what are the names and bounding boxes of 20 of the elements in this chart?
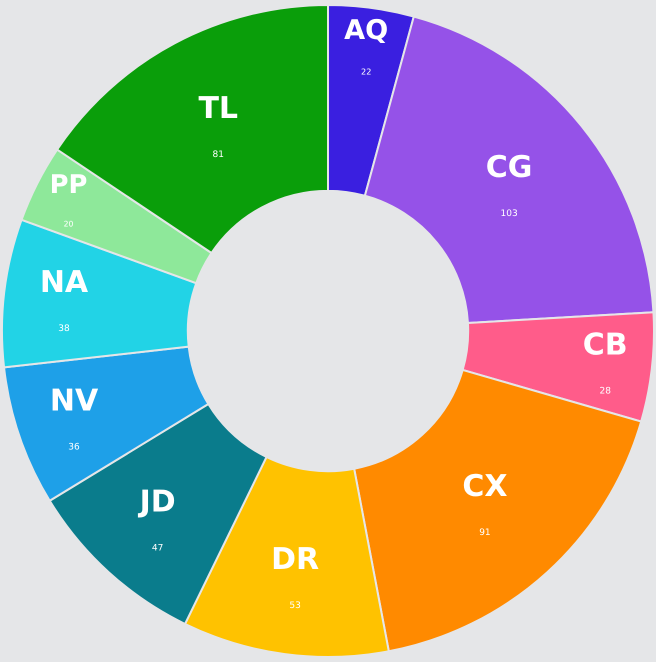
data-label: 91	[479, 528, 491, 538]
slice-label: DR	[271, 542, 320, 578]
data-label: 22	[361, 66, 372, 76]
slice-label: CG	[486, 150, 532, 185]
slice-label: CX	[462, 468, 508, 504]
slice-label: JD	[138, 484, 176, 520]
slice-label: NA	[40, 265, 89, 300]
data-label: 36	[68, 442, 80, 452]
slice-label: PP	[50, 170, 88, 200]
slice-label: NV	[50, 383, 99, 418]
slice-label: AQ	[344, 14, 388, 46]
data-label: 81	[212, 150, 224, 160]
slice-label: CB	[582, 328, 628, 363]
data-label: 53	[289, 601, 301, 612]
data-label: 47	[152, 544, 164, 554]
slice-label: TL	[198, 90, 238, 126]
data-label: 103	[500, 208, 518, 219]
data-label: 38	[58, 324, 70, 334]
data-label: 28	[599, 386, 612, 397]
data-label: 20	[64, 220, 74, 229]
